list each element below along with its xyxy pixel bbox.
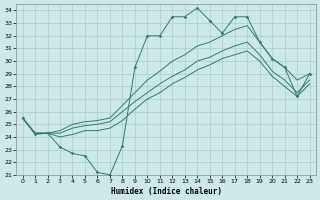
X-axis label: Humidex (Indice chaleur): Humidex (Indice chaleur) [111,187,221,196]
